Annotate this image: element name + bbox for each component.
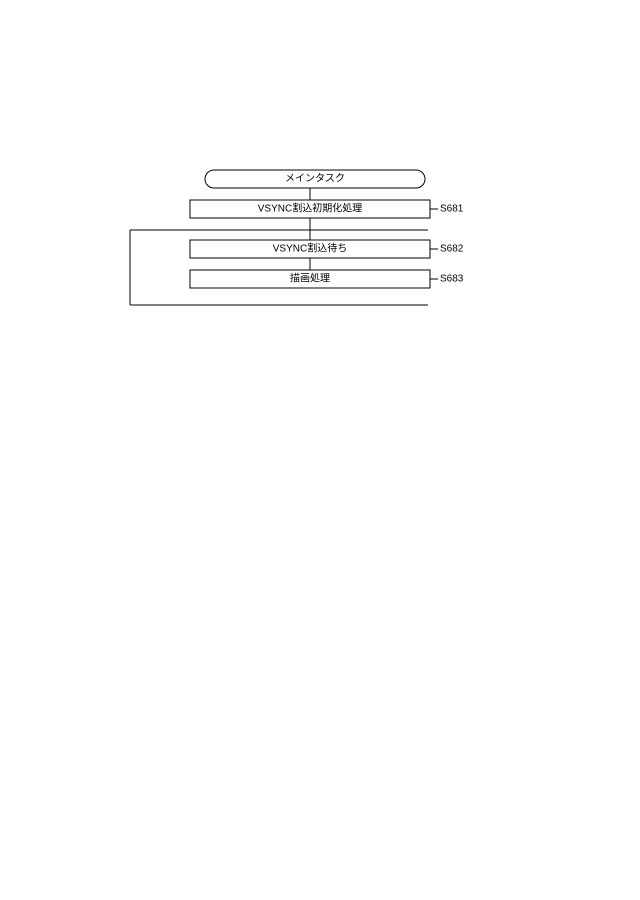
step1-side-label: S681 — [440, 204, 464, 215]
step2-label: VSYNC割込待ち — [273, 242, 347, 255]
step3-side-label: S683 — [440, 274, 464, 285]
step1-label: VSYNC割込初期化処理 — [258, 202, 362, 215]
step2-side-label: S682 — [440, 244, 464, 255]
step3-label: 描画処理 — [290, 272, 330, 285]
terminator-label: メインタスク — [285, 173, 345, 185]
